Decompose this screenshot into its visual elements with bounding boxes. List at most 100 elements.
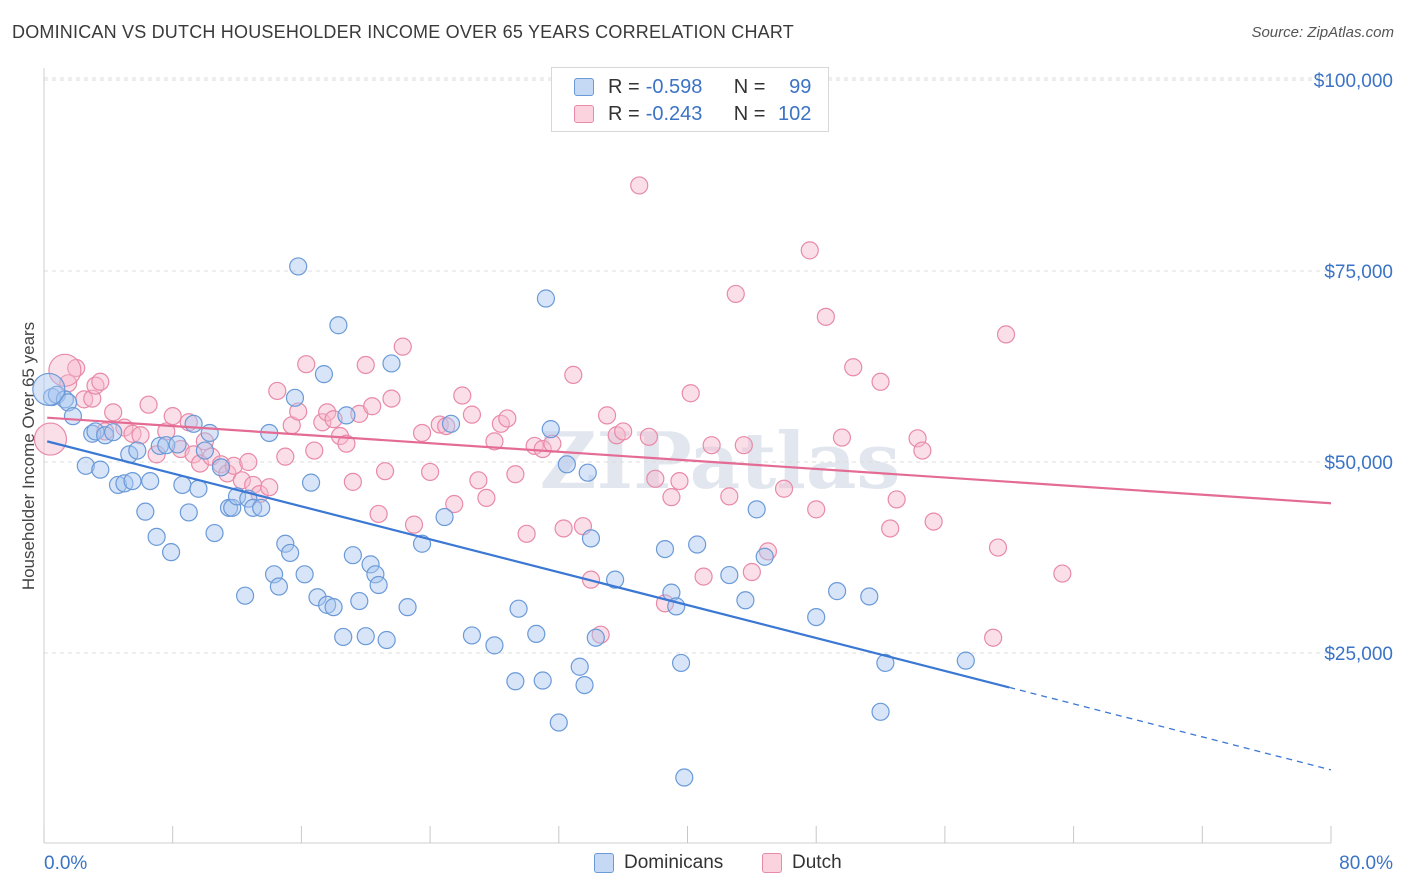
data-point-dominican [541, 420, 560, 439]
legend-swatch-dominicans [594, 853, 614, 873]
data-point-dominican [956, 651, 975, 670]
data-point-dutch [421, 462, 440, 482]
x-tick-label: 80.0% [1339, 853, 1393, 874]
data-point-dominican [108, 475, 128, 495]
data-point-dominican [557, 455, 576, 474]
data-point-dominican [337, 406, 356, 425]
data-point-dominican [285, 388, 305, 407]
data-point-dutch [506, 465, 525, 484]
data-point-dutch [800, 241, 819, 260]
data-point-dominican [435, 507, 454, 527]
data-point-dutch [412, 423, 432, 443]
data-point-dominican [173, 475, 192, 495]
data-point-dutch [832, 428, 852, 447]
data-point-dutch [260, 478, 279, 497]
data-point-dominican [441, 414, 461, 433]
data-point-dutch [913, 441, 932, 460]
data-point-dominican [586, 628, 605, 647]
data-point-dominican [329, 316, 348, 335]
data-point-dominican [235, 586, 255, 605]
data-point-dutch [437, 416, 456, 436]
data-point-dominican [356, 627, 375, 646]
data-point-dominican [211, 458, 231, 477]
data-point-dutch [239, 452, 258, 472]
data-point-dutch [337, 434, 356, 453]
data-point-dominican [828, 582, 847, 601]
data-point-dutch [91, 372, 110, 391]
legend-n-value: 99 [789, 75, 812, 98]
data-point-dominican [871, 702, 890, 721]
data-point-dominican [575, 675, 594, 695]
legend-r-label: R = [608, 75, 640, 98]
data-point-dutch [517, 524, 536, 543]
data-point-dominican [223, 498, 242, 517]
data-point-dutch [554, 519, 573, 538]
data-point-dutch [564, 365, 583, 385]
data-point-dominican [324, 598, 343, 617]
data-point-dominican-large [32, 372, 66, 407]
data-point-dutch [662, 488, 681, 507]
data-point-dominican [128, 441, 147, 460]
x-tick-label: 0.0% [44, 853, 87, 874]
data-point-dutch [184, 445, 203, 464]
data-point-dominican [506, 672, 525, 691]
data-point-dutch-large [33, 422, 68, 456]
data-point-dominican [369, 575, 388, 595]
data-point-dominican [123, 472, 142, 491]
data-point-dutch [807, 500, 826, 519]
legend-row-dutch: R = -0.243 N = 102 [574, 101, 811, 127]
data-point-dutch [393, 337, 412, 356]
data-point-dominican [184, 414, 203, 433]
series-legend: Dominicans Dutch [0, 852, 1406, 876]
data-point-dominican [147, 527, 166, 546]
data-point-dominican [301, 473, 321, 492]
data-point-dominican [581, 529, 601, 548]
data-point-dutch [591, 625, 610, 644]
data-point-dutch [984, 628, 1003, 647]
data-point-dutch [742, 562, 761, 582]
data-point-dominican [63, 407, 83, 426]
data-point-dominican [104, 423, 123, 442]
legend-n-label: N = [733, 102, 766, 125]
data-point-dominican [671, 653, 691, 673]
data-point-dominican [509, 599, 528, 618]
y-tick-label: $50,000 [1324, 453, 1393, 474]
data-point-dominican [382, 354, 401, 373]
legend-r-value: -0.598 [645, 75, 703, 98]
data-point-dutch [614, 422, 633, 441]
data-point-dominican [86, 422, 105, 441]
data-point-dominican [361, 555, 380, 574]
data-point-dominican [675, 768, 694, 787]
data-point-dominican [59, 393, 78, 412]
data-point-dominican [655, 539, 675, 559]
data-point-dominican [91, 460, 110, 479]
data-point-dutch [988, 538, 1008, 557]
data-point-dutch [469, 471, 488, 490]
legend-row-dominicans: R = -0.598 N = 99 [574, 74, 811, 100]
data-point-dominican [366, 565, 385, 584]
data-point-dominican [136, 502, 155, 521]
data-point-dominican [343, 546, 362, 565]
data-point-dominican [462, 626, 482, 645]
data-point-dutch [318, 403, 337, 422]
data-point-dominican [536, 289, 556, 308]
data-point-dominican [570, 657, 589, 676]
data-point-dutch [369, 504, 388, 524]
data-point-dutch [375, 462, 395, 481]
data-point-dutch [881, 519, 900, 538]
data-point-dutch [268, 381, 287, 401]
legend-swatch-dutch [574, 105, 594, 123]
data-point-dominican [720, 565, 739, 585]
legend-swatch-dominicans [574, 78, 594, 96]
data-point-dominican [688, 535, 707, 554]
data-point-dutch [996, 325, 1016, 344]
data-point-dutch [1053, 564, 1072, 583]
data-point-dutch [734, 436, 753, 455]
data-point-dutch [694, 567, 713, 586]
trendline-dominicans-extension [1009, 686, 1332, 771]
data-point-dutch [670, 472, 689, 491]
data-point-dominican [314, 365, 334, 384]
data-point-dutch [646, 469, 665, 488]
data-point-dominican [549, 713, 568, 732]
